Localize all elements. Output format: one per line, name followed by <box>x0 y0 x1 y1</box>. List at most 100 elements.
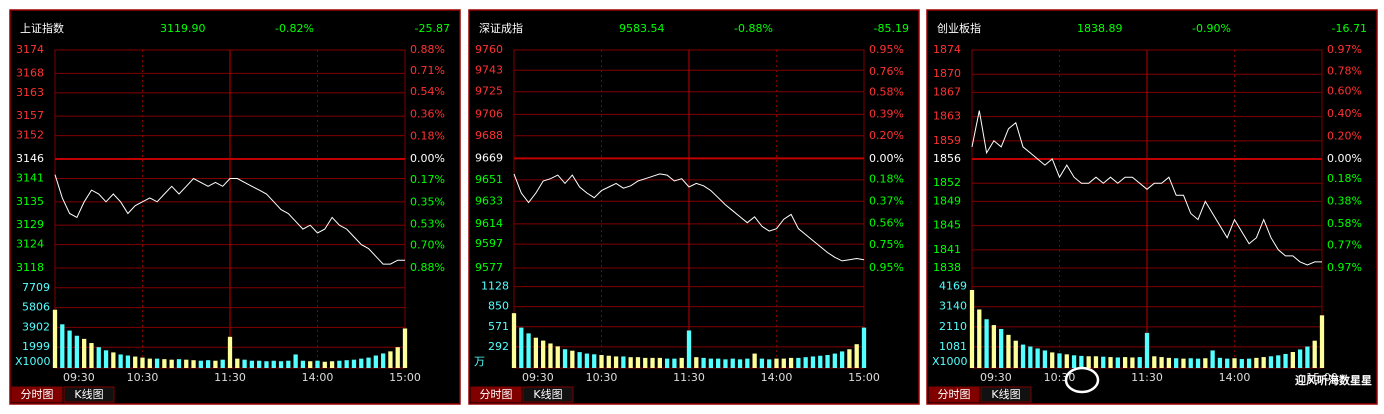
volume-bar <box>1276 355 1281 368</box>
y2-tick-label: 0.53% <box>410 218 445 231</box>
x-tick-label: 15:00 <box>389 371 421 384</box>
volume-bar <box>1225 358 1230 368</box>
change-percent: -0.82% <box>275 22 314 35</box>
tab-label[interactable]: 分时图 <box>480 388 513 401</box>
volume-bar <box>300 360 306 368</box>
y-tick-label: 3118 <box>16 261 44 274</box>
volume-bar <box>1159 357 1164 368</box>
y2-tick-label: 0.54% <box>410 85 445 98</box>
volume-bar <box>577 352 582 368</box>
volume-tick-label: 5806 <box>22 301 50 314</box>
tab-bg[interactable] <box>63 386 115 403</box>
volume-bar <box>686 330 692 368</box>
volume-bar <box>694 357 699 368</box>
volume-bar <box>191 360 196 368</box>
volume-bar <box>1166 357 1172 368</box>
volume-bar <box>861 327 867 368</box>
volume-bar <box>854 344 859 368</box>
volume-bar <box>1028 346 1033 368</box>
y-tick-label: 3124 <box>16 238 44 251</box>
volume-bar <box>176 359 182 368</box>
y2-tick-label: 0.60% <box>1327 85 1362 98</box>
volume-bar <box>308 361 313 368</box>
volume-bar <box>1203 358 1208 368</box>
volume-tick-label: 571 <box>488 320 509 333</box>
volume-bar <box>1217 357 1223 368</box>
volume-bar <box>606 355 611 368</box>
volume-bar <box>1064 354 1069 368</box>
y-tick-label: 3135 <box>16 195 44 208</box>
volume-bar <box>257 360 262 368</box>
volume-bar <box>969 289 975 368</box>
y-tick-label: 1867 <box>933 85 961 98</box>
y-tick-label: 9760 <box>475 43 503 56</box>
y-tick-label: 1856 <box>933 152 961 165</box>
y2-tick-label: 0.35% <box>410 195 445 208</box>
y-tick-label: 1838 <box>933 261 961 274</box>
chart-panel: 创业板指 1838.89 -0.90% -16.71 1874 1870 1867 1863 1… <box>926 9 1378 405</box>
x-tick-label: 15:00 <box>1306 371 1338 384</box>
volume-bar <box>1181 358 1186 368</box>
y-tick-label: 9669 <box>475 151 503 164</box>
volume-bar <box>337 360 342 368</box>
chart-panel: 深证成指 9583.54 -0.88% -85.19 9760 9743 9725 9706 9… <box>468 9 920 405</box>
volume-bar <box>162 359 167 368</box>
volume-bar <box>359 358 364 368</box>
tab-label[interactable]: K线图 <box>991 387 1020 401</box>
y2-tick-label: 0.20% <box>869 129 904 142</box>
tab-bg[interactable] <box>522 386 574 403</box>
volume-tick-label: 1081 <box>939 340 967 353</box>
volume-unit: X1000 <box>15 355 51 368</box>
y-tick-label: 1859 <box>933 134 961 147</box>
volume-tick-label: 7709 <box>22 281 50 294</box>
x-tick-label: 11:30 <box>214 371 246 384</box>
chart-panel: 上证指数 3119.90 -0.82% -25.87 3174 3168 3163 3157 3… <box>9 9 461 405</box>
change-value: -25.87 <box>415 22 450 35</box>
volume-bar <box>650 357 655 368</box>
tab-bg[interactable] <box>470 386 522 403</box>
x-tick-label: 11:30 <box>673 371 705 384</box>
volume-bar <box>657 357 662 368</box>
volume-bar <box>1071 355 1077 368</box>
volume-bar <box>570 350 575 368</box>
volume-bar <box>708 358 714 368</box>
y2-tick-label: 0.95% <box>869 261 904 274</box>
volume-bar <box>154 358 160 368</box>
index-price: 3119.90 <box>160 22 206 35</box>
index-price: 9583.54 <box>619 22 665 35</box>
volume-bar <box>1093 356 1099 368</box>
watermark: 迎风听海数星星 <box>1295 373 1372 387</box>
change-percent: -0.88% <box>734 22 773 35</box>
y2-tick-label: 0.00% <box>410 152 445 165</box>
y-tick-label: 1841 <box>933 243 961 256</box>
volume-bar <box>264 361 269 368</box>
volume-bar <box>351 359 357 368</box>
tab-label[interactable]: K线图 <box>74 387 103 401</box>
y-tick-label: 9706 <box>475 107 503 120</box>
y2-tick-label: 0.58% <box>1327 217 1362 230</box>
price-line <box>54 174 405 265</box>
volume-bar <box>60 324 65 368</box>
tab-bg[interactable] <box>980 386 1032 403</box>
y2-tick-label: 0.36% <box>410 107 445 120</box>
volume-bar <box>1042 350 1048 368</box>
tab-label[interactable]: K线图 <box>533 387 562 401</box>
volume-bar <box>723 359 728 368</box>
volume-bar <box>1115 357 1120 368</box>
volume-bar <box>125 355 131 368</box>
tab-label[interactable]: 分时图 <box>938 388 971 401</box>
price-line <box>971 110 1322 266</box>
volume-bar <box>96 347 101 368</box>
volume-bar <box>511 313 517 368</box>
volume-bar <box>1319 315 1325 368</box>
tab-label[interactable]: 分时图 <box>21 388 54 401</box>
volume-bar <box>1079 355 1084 368</box>
y-tick-label: 3168 <box>16 66 44 79</box>
volume-bar <box>999 328 1004 368</box>
watermark-icon <box>1064 366 1100 394</box>
volume-tick-label: 850 <box>488 300 509 313</box>
tab-bg[interactable] <box>11 386 63 403</box>
y-tick-label: 9688 <box>475 129 503 142</box>
tab-bg[interactable] <box>928 386 980 403</box>
